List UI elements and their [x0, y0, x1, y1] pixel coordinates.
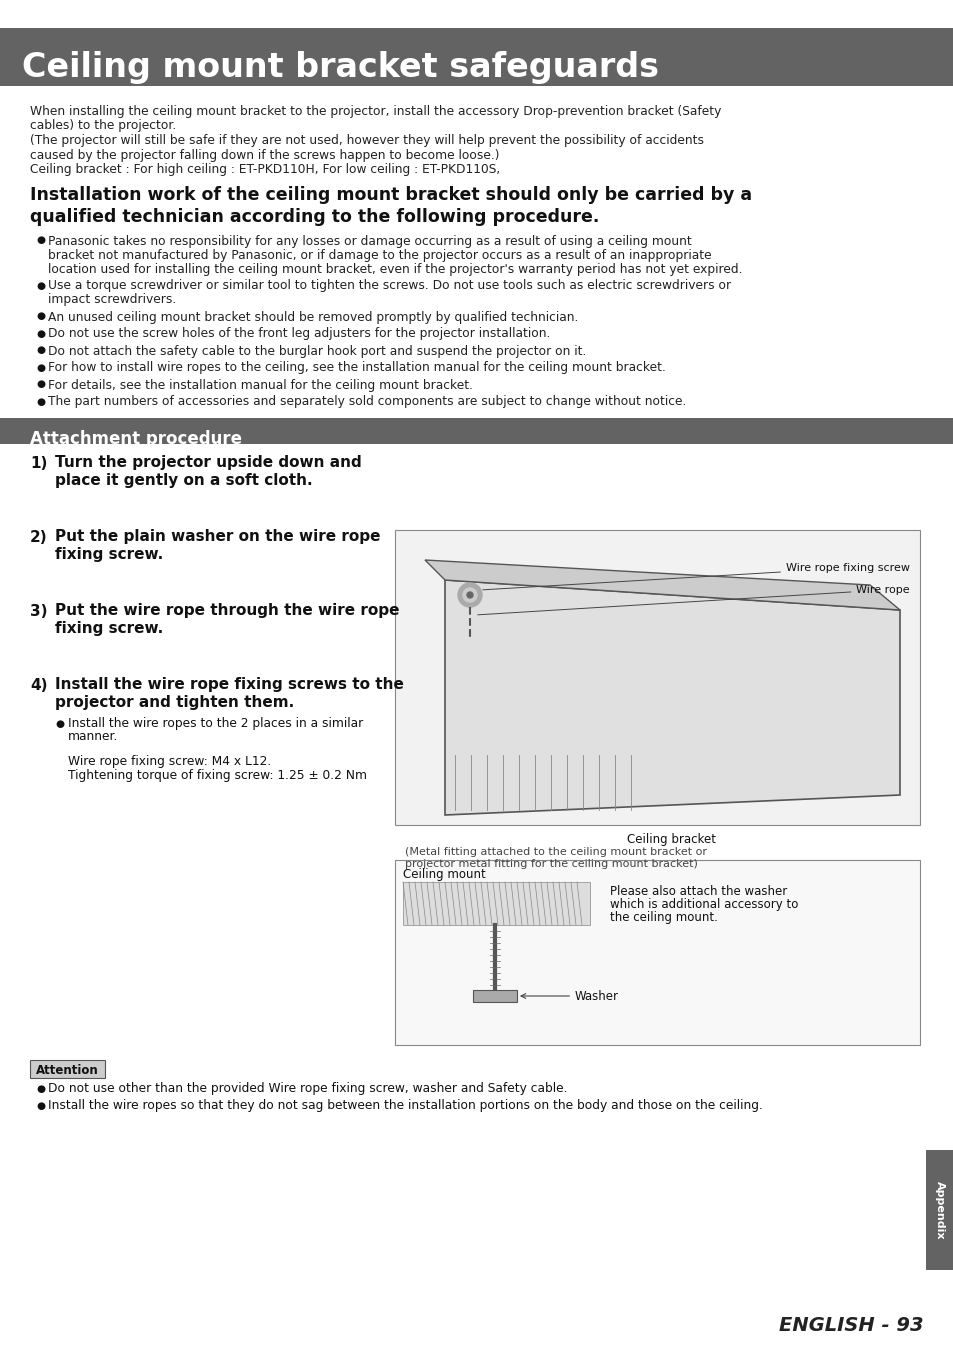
Text: Ceiling mount bracket safeguards: Ceiling mount bracket safeguards: [22, 51, 659, 85]
Text: Wire rope fixing screw: Wire rope fixing screw: [482, 563, 909, 590]
FancyBboxPatch shape: [0, 28, 953, 86]
Circle shape: [457, 583, 481, 608]
Polygon shape: [424, 560, 899, 610]
Polygon shape: [444, 580, 899, 815]
Text: ●: ●: [36, 363, 45, 373]
Text: Appendix: Appendix: [934, 1181, 944, 1239]
Text: Wire rope: Wire rope: [477, 585, 909, 614]
Circle shape: [462, 589, 476, 602]
Text: ●: ●: [36, 312, 45, 321]
Text: fixing screw.: fixing screw.: [55, 621, 163, 636]
Text: Please also attach the washer: Please also attach the washer: [609, 886, 786, 898]
Text: Attention: Attention: [36, 1064, 99, 1077]
Text: Install the wire ropes to the 2 places in a similar: Install the wire ropes to the 2 places i…: [68, 717, 363, 729]
Text: qualified technician according to the following procedure.: qualified technician according to the fo…: [30, 208, 598, 225]
Text: 2): 2): [30, 529, 48, 544]
FancyBboxPatch shape: [0, 417, 953, 444]
Text: Panasonic takes no responsibility for any losses or damage occurring as a result: Panasonic takes no responsibility for an…: [48, 235, 691, 247]
Text: Use a torque screwdriver or similar tool to tighten the screws. Do not use tools: Use a torque screwdriver or similar tool…: [48, 279, 730, 293]
Text: For how to install wire ropes to the ceiling, see the installation manual for th: For how to install wire ropes to the cei…: [48, 362, 665, 374]
Text: (Metal fitting attached to the ceiling mount bracket or: (Metal fitting attached to the ceiling m…: [405, 846, 706, 857]
Text: Do not attach the safety cable to the burglar hook port and suspend the projecto: Do not attach the safety cable to the bu…: [48, 344, 586, 358]
Text: Attachment procedure: Attachment procedure: [30, 429, 242, 447]
Text: cables) to the projector.: cables) to the projector.: [30, 120, 176, 132]
Text: Do not use other than the provided Wire rope fixing screw, washer and Safety cab: Do not use other than the provided Wire …: [48, 1081, 567, 1095]
Text: 1): 1): [30, 455, 48, 471]
Text: projector metal fitting for the ceiling mount bracket): projector metal fitting for the ceiling …: [405, 859, 698, 869]
Text: which is additional accessory to: which is additional accessory to: [609, 898, 798, 911]
Circle shape: [467, 593, 473, 598]
FancyBboxPatch shape: [925, 1150, 953, 1270]
Text: the ceiling mount.: the ceiling mount.: [609, 911, 717, 923]
Text: Install the wire ropes so that they do not sag between the installation portions: Install the wire ropes so that they do n…: [48, 1099, 762, 1112]
Text: Put the wire rope through the wire rope: Put the wire rope through the wire rope: [55, 603, 399, 618]
FancyBboxPatch shape: [30, 1060, 105, 1079]
Text: projector and tighten them.: projector and tighten them.: [55, 694, 294, 710]
Text: manner.: manner.: [68, 730, 118, 744]
Text: ●: ●: [36, 235, 45, 246]
Text: Washer: Washer: [520, 990, 618, 1003]
Text: Ceiling bracket: Ceiling bracket: [626, 833, 716, 846]
Text: When installing the ceiling mount bracket to the projector, install the accessor: When installing the ceiling mount bracke…: [30, 105, 720, 117]
Text: Installation work of the ceiling mount bracket should only be carried by a: Installation work of the ceiling mount b…: [30, 185, 751, 204]
Text: Wire rope fixing screw: M4 x L12.: Wire rope fixing screw: M4 x L12.: [68, 755, 271, 768]
Text: Tightening torque of fixing screw: 1.25 ± 0.2 Nm: Tightening torque of fixing screw: 1.25 …: [68, 768, 367, 782]
Text: ●: ●: [36, 379, 45, 390]
Text: Ceiling mount: Ceiling mount: [402, 868, 485, 882]
FancyBboxPatch shape: [395, 860, 919, 1045]
Text: ●: ●: [36, 328, 45, 339]
Text: fixing screw.: fixing screw.: [55, 547, 163, 562]
Text: (The projector will still be safe if they are not used, however they will help p: (The projector will still be safe if the…: [30, 134, 703, 147]
Text: Put the plain washer on the wire rope: Put the plain washer on the wire rope: [55, 529, 380, 544]
Text: Install the wire rope fixing screws to the: Install the wire rope fixing screws to t…: [55, 678, 403, 693]
Text: For details, see the installation manual for the ceiling mount bracket.: For details, see the installation manual…: [48, 378, 473, 392]
Text: Turn the projector upside down and: Turn the projector upside down and: [55, 455, 361, 471]
Text: An unused ceiling mount bracket should be removed promptly by qualified technici: An unused ceiling mount bracket should b…: [48, 310, 578, 324]
Text: 3): 3): [30, 603, 48, 618]
Text: ●: ●: [36, 281, 45, 290]
FancyBboxPatch shape: [402, 882, 589, 925]
FancyBboxPatch shape: [473, 990, 517, 1002]
Text: Do not use the screw holes of the front leg adjusters for the projector installa: Do not use the screw holes of the front …: [48, 328, 550, 340]
Text: ●: ●: [36, 1084, 45, 1094]
Text: ENGLISH - 93: ENGLISH - 93: [779, 1316, 923, 1335]
Text: location used for installing the ceiling mount bracket, even if the projector's : location used for installing the ceiling…: [48, 262, 741, 275]
Text: ●: ●: [55, 718, 64, 729]
Text: Ceiling bracket : For high ceiling : ET-PKD110H, For low ceiling : ET-PKD110S,: Ceiling bracket : For high ceiling : ET-…: [30, 163, 499, 176]
Text: impact screwdrivers.: impact screwdrivers.: [48, 293, 176, 306]
Text: ●: ●: [36, 346, 45, 355]
Text: The part numbers of accessories and separately sold components are subject to ch: The part numbers of accessories and sepa…: [48, 396, 685, 409]
Text: caused by the projector falling down if the screws happen to become loose.): caused by the projector falling down if …: [30, 148, 499, 162]
FancyBboxPatch shape: [395, 531, 919, 825]
Text: bracket not manufactured by Panasonic, or if damage to the projector occurs as a: bracket not manufactured by Panasonic, o…: [48, 248, 711, 262]
Text: ●: ●: [36, 397, 45, 406]
Text: 4): 4): [30, 678, 48, 693]
Text: place it gently on a soft cloth.: place it gently on a soft cloth.: [55, 472, 313, 487]
Text: ●: ●: [36, 1102, 45, 1111]
